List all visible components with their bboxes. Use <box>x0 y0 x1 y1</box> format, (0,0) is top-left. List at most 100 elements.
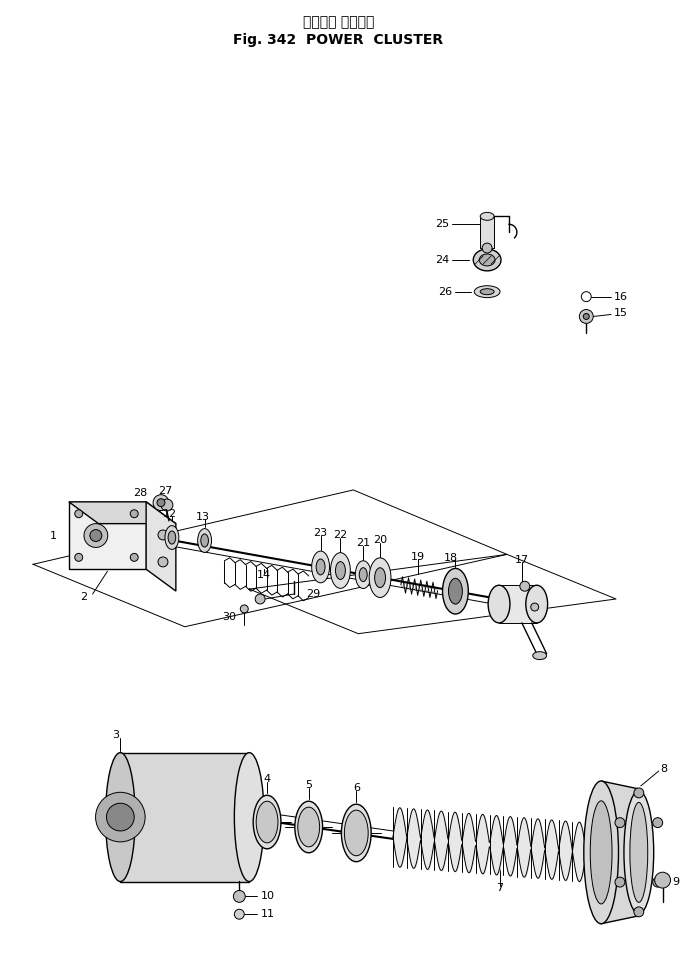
Text: 13: 13 <box>196 512 209 522</box>
Polygon shape <box>69 502 176 524</box>
Circle shape <box>153 495 169 511</box>
Text: 29: 29 <box>306 589 320 599</box>
Text: 26: 26 <box>439 286 452 297</box>
Ellipse shape <box>335 562 345 579</box>
Circle shape <box>255 594 265 604</box>
Ellipse shape <box>295 802 322 853</box>
Text: Fig. 342  POWER  CLUSTER: Fig. 342 POWER CLUSTER <box>233 33 443 46</box>
Text: 24: 24 <box>435 255 449 265</box>
Ellipse shape <box>630 803 648 902</box>
Text: 8: 8 <box>661 764 668 775</box>
Ellipse shape <box>298 807 320 847</box>
Circle shape <box>90 530 102 542</box>
Circle shape <box>131 553 138 561</box>
Polygon shape <box>69 502 146 570</box>
Ellipse shape <box>480 289 494 295</box>
Ellipse shape <box>480 213 494 220</box>
Ellipse shape <box>590 801 612 904</box>
Ellipse shape <box>359 568 367 581</box>
Ellipse shape <box>105 752 135 882</box>
Ellipse shape <box>330 553 350 588</box>
Ellipse shape <box>344 810 368 856</box>
Text: 15: 15 <box>614 308 628 318</box>
Ellipse shape <box>474 285 500 298</box>
Text: 4: 4 <box>264 775 271 784</box>
Ellipse shape <box>165 526 179 549</box>
Ellipse shape <box>253 795 281 849</box>
Circle shape <box>531 603 539 611</box>
Circle shape <box>157 499 165 507</box>
Circle shape <box>75 510 83 517</box>
Text: 6: 6 <box>353 783 360 793</box>
Text: 25: 25 <box>435 220 449 229</box>
Ellipse shape <box>479 254 495 266</box>
Ellipse shape <box>341 805 371 862</box>
Circle shape <box>583 313 590 319</box>
Circle shape <box>158 530 168 540</box>
Circle shape <box>653 877 663 887</box>
Text: 9: 9 <box>673 877 679 887</box>
Circle shape <box>634 788 644 798</box>
Ellipse shape <box>488 585 510 623</box>
Ellipse shape <box>201 534 209 547</box>
Ellipse shape <box>526 585 547 623</box>
Text: 2: 2 <box>80 592 88 602</box>
Text: 30: 30 <box>222 612 237 622</box>
Polygon shape <box>146 502 176 591</box>
Circle shape <box>233 891 245 902</box>
Polygon shape <box>499 585 537 623</box>
Text: 22: 22 <box>333 530 347 540</box>
Ellipse shape <box>473 249 501 271</box>
Ellipse shape <box>256 802 278 843</box>
Ellipse shape <box>369 558 391 598</box>
Text: 16: 16 <box>614 292 628 302</box>
Circle shape <box>84 524 107 547</box>
Ellipse shape <box>235 752 264 882</box>
Ellipse shape <box>355 561 371 589</box>
Ellipse shape <box>532 652 547 659</box>
Ellipse shape <box>443 569 469 614</box>
Circle shape <box>615 877 625 887</box>
Text: 14: 14 <box>257 571 271 580</box>
Text: 17: 17 <box>515 555 529 566</box>
Ellipse shape <box>449 578 462 604</box>
Text: パワー　 クラスタ: パワー クラスタ <box>303 15 374 29</box>
Text: 19: 19 <box>411 551 425 562</box>
Text: 21: 21 <box>356 538 371 548</box>
Ellipse shape <box>375 568 386 588</box>
Text: 27: 27 <box>158 486 172 496</box>
Circle shape <box>634 907 644 917</box>
Circle shape <box>482 243 492 253</box>
Ellipse shape <box>198 529 211 552</box>
Text: 11: 11 <box>261 909 275 920</box>
Polygon shape <box>120 752 250 882</box>
Circle shape <box>75 553 83 561</box>
Ellipse shape <box>168 531 175 544</box>
Circle shape <box>653 818 663 828</box>
Circle shape <box>131 510 138 517</box>
Text: 23: 23 <box>313 528 328 539</box>
Ellipse shape <box>316 559 325 574</box>
Text: 12: 12 <box>163 509 177 518</box>
Circle shape <box>161 499 173 511</box>
Circle shape <box>107 804 134 831</box>
Circle shape <box>615 818 625 828</box>
Circle shape <box>235 909 244 920</box>
Text: 7: 7 <box>496 884 503 894</box>
Circle shape <box>520 581 530 591</box>
Polygon shape <box>601 781 639 923</box>
Circle shape <box>96 792 145 842</box>
Text: 1: 1 <box>50 531 57 541</box>
Circle shape <box>158 557 168 567</box>
Text: 20: 20 <box>373 535 387 545</box>
Circle shape <box>240 605 248 613</box>
Text: 18: 18 <box>443 552 458 563</box>
Ellipse shape <box>311 551 330 583</box>
Ellipse shape <box>624 791 653 914</box>
Circle shape <box>581 292 591 302</box>
Text: 28: 28 <box>133 487 147 498</box>
Circle shape <box>655 872 670 888</box>
Text: 5: 5 <box>305 780 312 790</box>
Ellipse shape <box>584 781 619 923</box>
Polygon shape <box>480 217 494 249</box>
